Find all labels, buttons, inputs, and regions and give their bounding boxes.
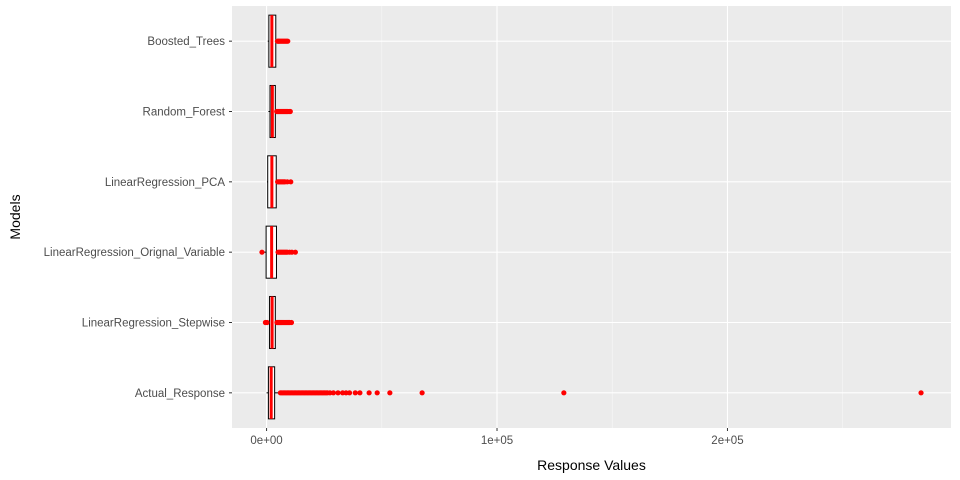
x-tick-label: 1e+05 [481, 435, 513, 447]
plot-panel [232, 6, 951, 428]
box-group [267, 155, 294, 209]
outlier-point [374, 390, 380, 396]
outlier-point [346, 390, 353, 396]
box-group [259, 225, 298, 279]
box-group [266, 366, 924, 420]
outlier-point [292, 249, 298, 255]
x-tick-label: 2e+05 [711, 435, 743, 447]
outlier-point [288, 319, 295, 326]
outlier-point [918, 390, 924, 396]
x-axis-title: Response Values [537, 457, 646, 473]
box-group [268, 84, 293, 139]
outlier-point [387, 390, 393, 396]
outlier-point [366, 390, 372, 396]
y-tick-label: Boosted_Trees [147, 36, 225, 48]
outlier-point [419, 390, 425, 396]
x-tick-labels: 0e+00 1e+05 2e+05 [250, 428, 744, 447]
box-group [262, 295, 295, 350]
outlier-point [352, 390, 358, 396]
y-tick-label: Random_Forest [143, 107, 226, 119]
outlier-point [264, 319, 270, 326]
outlier-point [285, 38, 291, 44]
outlier-point [287, 108, 293, 115]
y-tick-label: LinearRegression_Orignal_Variable [44, 247, 225, 259]
y-tick-label: LinearRegression_Stepwise [82, 318, 225, 330]
box-group [267, 14, 291, 68]
outlier-point [335, 390, 341, 396]
y-tick-label: Actual_Response [135, 388, 225, 400]
outlier-point [561, 390, 567, 396]
y-axis-title: Models [7, 194, 23, 239]
outlier-point [357, 390, 363, 396]
outlier-point [259, 249, 265, 255]
y-tick-label: LinearRegression_PCA [105, 177, 226, 189]
box-layer [259, 14, 924, 420]
outlier-point [330, 390, 336, 396]
outlier-point [288, 179, 294, 185]
x-tick-label: 0e+00 [250, 435, 282, 447]
y-tick-labels: Boosted_Trees Random_Forest LinearRegressi… [44, 36, 232, 400]
